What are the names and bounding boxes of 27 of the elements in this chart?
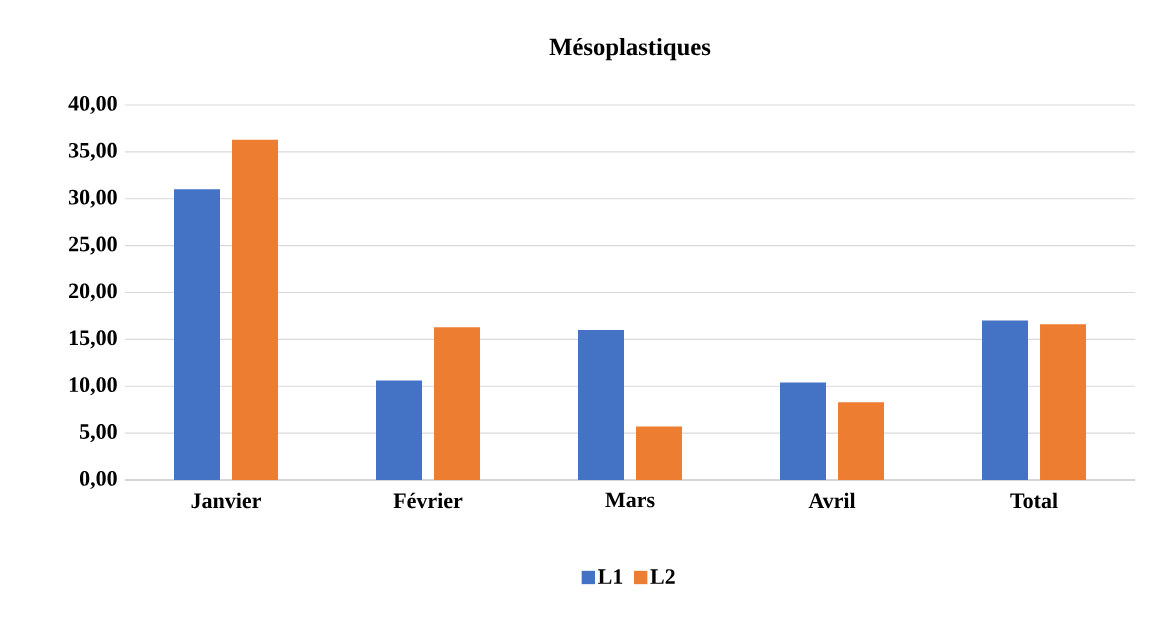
x-tick-label: Février	[393, 492, 463, 509]
legend-label: L1	[598, 569, 623, 584]
legend-label: L2	[650, 569, 675, 584]
chart-title: Mésoplastiques	[549, 37, 711, 61]
y-tick-label: 5,00	[80, 424, 117, 443]
y-tick-label: 10,00	[69, 377, 117, 396]
bar	[780, 382, 827, 480]
bar	[982, 320, 1029, 480]
bar	[232, 139, 278, 480]
bar	[578, 330, 625, 480]
bar	[174, 189, 220, 480]
x-tick-label: Mars	[605, 492, 655, 508]
bar	[376, 380, 422, 480]
x-tick-label: Total	[1010, 492, 1058, 509]
x-tick-label: Avril	[808, 492, 856, 509]
y-tick-label: 40,00	[68, 95, 117, 115]
y-tick-label: 35,00	[68, 142, 117, 161]
y-tick-label: 25,00	[69, 236, 117, 255]
x-tick-label: Janvier	[191, 492, 261, 509]
bar	[636, 426, 683, 480]
bar	[1040, 324, 1087, 480]
y-tick-label: 0,00	[79, 470, 117, 490]
y-tick-label: 15,00	[69, 330, 117, 349]
bar	[434, 327, 481, 480]
y-tick-label: 30,00	[68, 189, 117, 208]
bar	[838, 402, 885, 480]
y-tick-label: 20,00	[69, 283, 117, 302]
